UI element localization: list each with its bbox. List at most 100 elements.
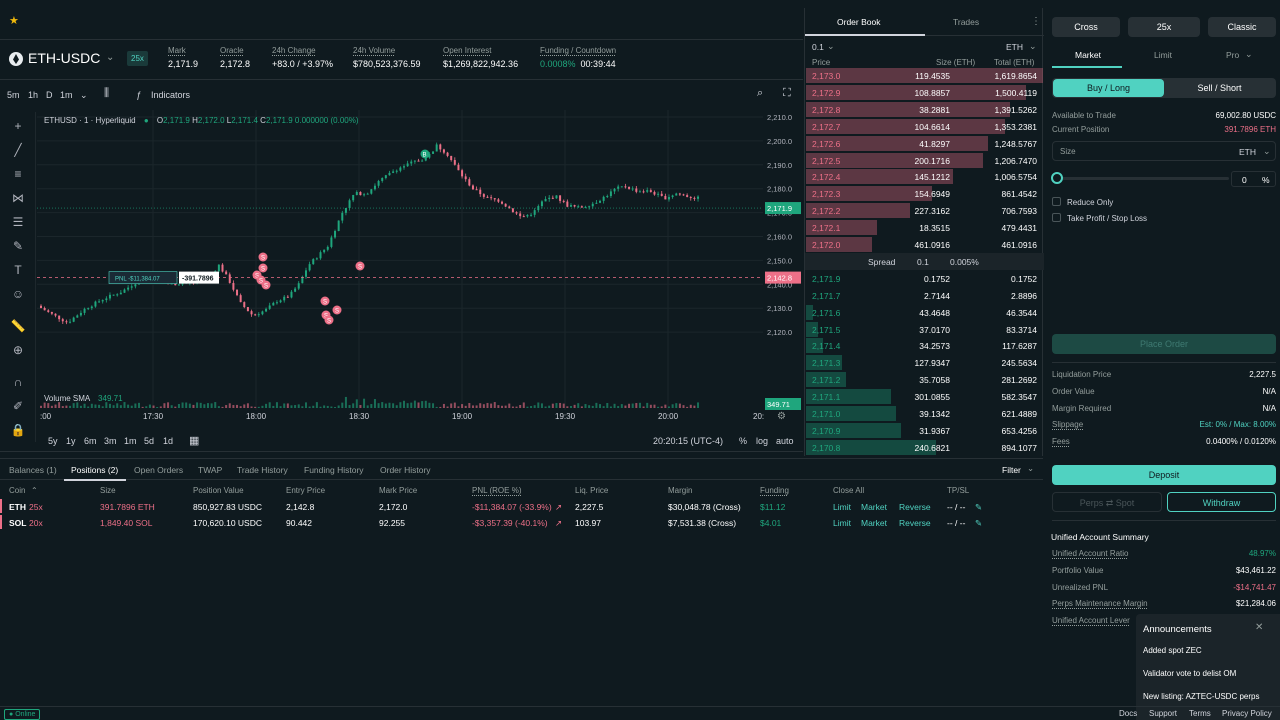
- timeframe-1h[interactable]: 1h: [28, 90, 39, 100]
- chevron-down-icon[interactable]: ⌄: [106, 52, 115, 63]
- auto-toggle[interactable]: auto: [776, 436, 794, 446]
- ask-row[interactable]: 2,173.0 119.4535 1,619.8654: [805, 67, 1044, 84]
- bid-row[interactable]: 2,171.5 37.0170 83.3714: [805, 321, 1044, 338]
- draw-lock-icon[interactable]: ✐: [12, 399, 24, 413]
- range-1m[interactable]: 1m: [124, 436, 137, 446]
- crosshair-icon[interactable]: +: [14, 119, 22, 133]
- timeframe-1m[interactable]: 1m: [60, 90, 73, 100]
- size-slider[interactable]: [1057, 177, 1229, 180]
- close-all-button[interactable]: Close All: [833, 486, 865, 495]
- chevron-down-icon[interactable]: ⌄: [1027, 463, 1035, 473]
- bid-row[interactable]: 2,171.1 301.0855 582.3547: [805, 388, 1044, 405]
- candle-type-icon[interactable]: ⫼: [104, 87, 110, 99]
- tab-trades[interactable]: Trades: [953, 17, 980, 27]
- unit-select[interactable]: ETH: [1006, 42, 1023, 52]
- price-chart[interactable]: PNL -$11,384.07 -391.7896 S S S S S S S S S S B 2,210…: [37, 110, 803, 432]
- tick-size-select[interactable]: 0.1: [812, 42, 824, 52]
- log-toggle[interactable]: log: [756, 436, 769, 446]
- tab-funding-history[interactable]: Funding History: [304, 465, 364, 475]
- range-1d[interactable]: 1d: [163, 436, 174, 446]
- text-icon[interactable]: T: [14, 263, 22, 277]
- position-a2-action[interactable]: Market: [861, 502, 887, 512]
- fx-icon[interactable]: ƒ: [136, 90, 142, 100]
- bid-row[interactable]: 2,171.0 39.1342 621.4889: [805, 405, 1044, 422]
- hlines-icon[interactable]: ≡: [14, 167, 22, 181]
- fib-icon[interactable]: ☰: [12, 215, 24, 229]
- indicators-button[interactable]: Indicators: [151, 90, 191, 100]
- support-link[interactable]: Support: [1149, 709, 1178, 718]
- tab-pro[interactable]: Pro: [1226, 50, 1240, 60]
- timeframe-5m[interactable]: 5m: [7, 90, 20, 100]
- size-percent-input[interactable]: 0 %: [1231, 171, 1276, 187]
- chevron-down-icon[interactable]: ⌄: [827, 41, 835, 51]
- bid-row[interactable]: 2,170.8 240.6821 894.1077: [805, 439, 1044, 456]
- position-a1-action[interactable]: Limit: [833, 518, 851, 528]
- bid-row[interactable]: 2,171.2 35.7058 281.2692: [805, 371, 1044, 388]
- ask-row[interactable]: 2,172.2 227.3162 706.7593: [805, 202, 1044, 219]
- search-zoom-icon[interactable]: ⌕: [757, 87, 764, 99]
- ask-row[interactable]: 2,172.4 145.1212 1,006.5754: [805, 168, 1044, 185]
- close-icon[interactable]: ✕: [1255, 622, 1264, 633]
- sell-short-toggle[interactable]: Sell / Short: [1197, 83, 1242, 93]
- docs-link[interactable]: Docs: [1119, 709, 1138, 718]
- position-a1-action[interactable]: Limit: [833, 502, 851, 512]
- tab-positions[interactable]: Positions (2): [71, 465, 119, 475]
- announcement-item[interactable]: Added spot ZEC: [1143, 646, 1202, 655]
- range-5d[interactable]: 5d: [144, 436, 155, 446]
- tab-balances[interactable]: Balances (1): [9, 465, 57, 475]
- ask-row[interactable]: 2,172.9 108.8857 1,500.4119: [805, 84, 1044, 101]
- candlestick-chart[interactable]: PNL -$11,384.07 -391.7896SSSSSSSSSSB2,210…: [37, 110, 803, 432]
- lock-icon[interactable]: 🔒: [10, 423, 26, 437]
- tab-open-orders[interactable]: Open Orders: [134, 465, 184, 475]
- timeframe-d[interactable]: D: [46, 90, 53, 100]
- bid-row[interactable]: 2,170.9 31.9367 653.4256: [805, 422, 1044, 439]
- favorite-star-icon[interactable]: ★: [9, 15, 19, 27]
- buy-long-toggle[interactable]: Buy / Long: [1053, 79, 1164, 97]
- brush-icon[interactable]: ✎: [12, 239, 24, 253]
- range-3m[interactable]: 3m: [104, 436, 117, 446]
- announcement-item[interactable]: New listing: AZTEC-USDC perps: [1143, 692, 1260, 701]
- size-input[interactable]: Size ETH ⌄: [1052, 141, 1276, 161]
- ask-row[interactable]: 2,172.3 154.6949 861.4542: [805, 185, 1044, 202]
- chevron-down-icon[interactable]: ⌄: [1263, 146, 1271, 156]
- announcement-item[interactable]: Validator vote to delist OM: [1143, 669, 1237, 678]
- tab-order-book[interactable]: Order Book: [837, 17, 881, 27]
- pattern-icon[interactable]: ⋈: [12, 191, 24, 205]
- chart-settings-icon[interactable]: ⚙: [777, 411, 786, 422]
- place-order-button[interactable]: Place Order: [1052, 334, 1276, 354]
- position-a3-action[interactable]: Reverse: [899, 518, 931, 528]
- tpsl-checkbox[interactable]: [1052, 213, 1061, 222]
- deposit-button[interactable]: Deposit: [1052, 465, 1276, 485]
- filter-button[interactable]: Filter: [1002, 465, 1021, 475]
- ask-row[interactable]: 2,172.0 461.0916 461.0916: [805, 236, 1044, 253]
- ask-row[interactable]: 2,172.5 200.1716 1,206.7470: [805, 152, 1044, 169]
- bid-row[interactable]: 2,171.3 127.9347 245.5634: [805, 354, 1044, 371]
- range-1y[interactable]: 1y: [66, 436, 76, 446]
- withdraw-button[interactable]: Withdraw: [1167, 492, 1276, 512]
- tab-market[interactable]: Market: [1075, 50, 1101, 60]
- trendline-icon[interactable]: ╱: [14, 143, 22, 157]
- terms-link[interactable]: Terms: [1189, 709, 1211, 718]
- position-a3-action[interactable]: Reverse: [899, 502, 931, 512]
- tab-twap[interactable]: TWAP: [198, 465, 223, 475]
- calendar-icon[interactable]: ▦: [189, 435, 200, 447]
- chevron-down-icon[interactable]: ⌄: [80, 90, 88, 100]
- bid-row[interactable]: 2,171.7 2.7144 2.8896: [805, 287, 1044, 304]
- magnet-icon[interactable]: ∩: [13, 375, 23, 389]
- ruler-icon[interactable]: 📏: [10, 319, 26, 333]
- chevron-down-icon[interactable]: ⌄: [1029, 41, 1037, 51]
- ask-row[interactable]: 2,172.1 18.3515 479.4431: [805, 219, 1044, 236]
- chevron-down-icon[interactable]: ⌄: [1245, 49, 1253, 59]
- bid-row[interactable]: 2,171.4 34.2573 117.6287: [805, 337, 1044, 354]
- edit-tpsl-icon[interactable]: ✎: [975, 518, 983, 528]
- privacy-link[interactable]: Privacy Policy: [1222, 709, 1272, 718]
- pair-selector[interactable]: ETH-USDC: [28, 50, 101, 66]
- position-a2-action[interactable]: Market: [861, 518, 887, 528]
- reduce-only-checkbox[interactable]: [1052, 197, 1061, 206]
- share-pnl-icon[interactable]: ↗: [555, 518, 563, 528]
- emoji-icon[interactable]: ☺: [11, 287, 25, 301]
- bid-row[interactable]: 2,171.9 0.1752 0.1752: [805, 270, 1044, 287]
- zoom-in-icon[interactable]: ⊕: [12, 343, 24, 357]
- tab-limit[interactable]: Limit: [1154, 50, 1172, 60]
- bid-row[interactable]: 2,171.6 43.4648 46.3544: [805, 304, 1044, 321]
